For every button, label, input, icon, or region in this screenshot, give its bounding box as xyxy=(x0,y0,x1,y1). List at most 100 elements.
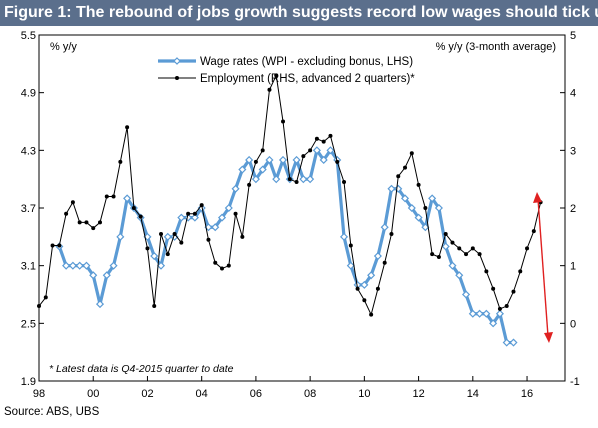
wage-point xyxy=(482,309,491,318)
employment-point xyxy=(274,73,279,78)
employment-point xyxy=(172,231,177,236)
source-note: Source: ABS, UBS xyxy=(4,406,100,418)
wage-point xyxy=(367,271,376,280)
wage-point xyxy=(197,203,206,213)
employment-point xyxy=(220,266,225,271)
employment-point xyxy=(165,252,170,257)
left-axis-tick-label: 1.9 xyxy=(21,376,36,388)
employment-point xyxy=(226,263,231,268)
x-axis-tick-label: 10 xyxy=(358,388,370,400)
right-axis-tick-label: 4 xyxy=(570,88,576,100)
employment-point xyxy=(328,133,333,138)
footnote-annotation: * Latest data is Q4-2015 quarter to date xyxy=(49,363,234,375)
wage-point xyxy=(89,271,98,280)
employment-point xyxy=(504,304,509,309)
wage-point xyxy=(150,252,159,261)
wage-point xyxy=(204,223,213,232)
employment-point xyxy=(50,243,55,248)
wage-point xyxy=(299,175,308,184)
x-axis-tick-label: 08 xyxy=(304,388,316,400)
left-axis-label: % y/y xyxy=(50,41,77,53)
employment-point xyxy=(104,194,109,199)
employment-point xyxy=(497,306,502,311)
wage-point xyxy=(414,213,423,222)
x-axis-tick-label: 98 xyxy=(33,388,45,400)
wage-point xyxy=(475,309,484,318)
wage-point xyxy=(346,261,355,270)
employment-point xyxy=(362,298,367,303)
employment-point xyxy=(287,177,292,182)
wage-point xyxy=(461,290,471,299)
employment-point xyxy=(321,139,326,144)
employment-point xyxy=(247,182,252,187)
right-axis-tick-label: -1 xyxy=(570,376,580,388)
employment-point xyxy=(43,295,48,300)
left-axis-tick-label: 2.5 xyxy=(21,318,36,330)
x-axis-tick-label: 00 xyxy=(87,388,99,400)
wage-point xyxy=(62,261,71,270)
plot-frame xyxy=(38,34,566,382)
wage-point xyxy=(278,155,288,164)
employment-point xyxy=(145,246,150,251)
employment-point xyxy=(314,136,319,141)
employment-point xyxy=(186,211,191,216)
x-axis-tick-label: 12 xyxy=(412,388,424,400)
wage-point xyxy=(495,309,504,318)
employment-point xyxy=(213,260,218,265)
wage-point xyxy=(224,203,233,213)
employment-point xyxy=(70,200,75,205)
employment-point xyxy=(37,304,41,309)
wage-point xyxy=(434,203,443,213)
left-axis-tick-label: 4.3 xyxy=(21,145,36,157)
wage-point xyxy=(245,155,254,164)
wage-point xyxy=(217,213,227,222)
employment-point xyxy=(91,226,96,231)
right-axis-tick-label: 2 xyxy=(570,203,576,215)
employment-point xyxy=(335,159,340,164)
employment-point xyxy=(308,148,313,153)
wage-point xyxy=(156,261,166,270)
employment-point xyxy=(342,180,347,185)
wage-point xyxy=(190,213,199,222)
employment-point xyxy=(382,260,387,265)
employment-point xyxy=(457,246,462,251)
right-axis-tick-label: 3 xyxy=(570,145,576,157)
wage-point xyxy=(360,280,369,289)
employment-point xyxy=(267,87,272,92)
employment-point xyxy=(450,240,455,245)
wage-point xyxy=(421,223,430,232)
legend-wage-marker xyxy=(173,57,181,65)
legend-employment-label: Employment (RHS, advanced 2 quarters)* xyxy=(200,73,415,85)
wage-point xyxy=(468,309,477,318)
wage-point xyxy=(339,232,349,241)
left-axis-tick-label: 4.9 xyxy=(21,88,36,100)
employment-point xyxy=(233,211,238,216)
right-axis-label: % y/y (3-month average) xyxy=(436,41,556,53)
employment-point xyxy=(111,194,116,199)
wage-point xyxy=(380,223,389,232)
wage-point xyxy=(95,300,105,309)
employment-point xyxy=(470,246,475,251)
wage-point xyxy=(387,184,396,193)
employment-point xyxy=(179,240,184,245)
wage-point xyxy=(448,261,457,270)
wage-point xyxy=(177,213,186,222)
right-axis-tick-label: 0 xyxy=(570,318,576,330)
employment-point xyxy=(77,220,82,225)
wage-point xyxy=(319,155,328,164)
left-axis-tick-label: 5.5 xyxy=(21,30,36,42)
wage-point xyxy=(407,203,416,213)
wage-point xyxy=(163,232,172,241)
employment-point xyxy=(192,211,197,216)
wage-point xyxy=(116,232,125,241)
employment-point xyxy=(436,255,441,260)
gap-arrow-line xyxy=(537,198,549,337)
employment-point xyxy=(375,286,380,291)
employment-point xyxy=(403,165,408,170)
wage-point xyxy=(373,252,382,261)
wage-point xyxy=(400,194,410,203)
wage-point xyxy=(75,261,84,270)
employment-point xyxy=(409,151,414,156)
legend-wage-label: Wage rates (WPI - excluding bonus, LHS) xyxy=(200,56,413,68)
